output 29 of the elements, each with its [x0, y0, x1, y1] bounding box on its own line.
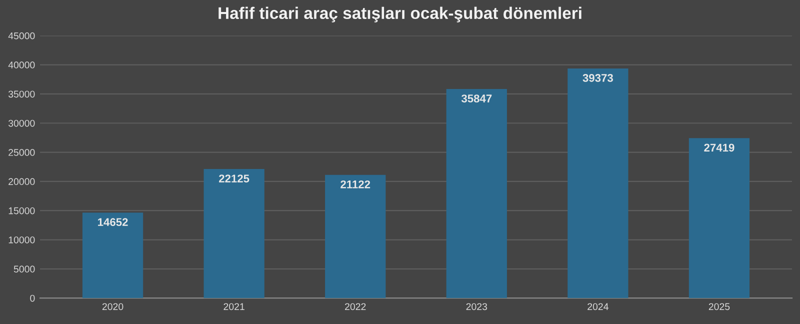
y-tick-label: 45000	[8, 32, 35, 40]
y-tick-label: 10000	[8, 236, 35, 244]
x-tick-label: 2023	[466, 303, 488, 310]
bar	[204, 169, 264, 298]
y-tick-label: 40000	[8, 62, 35, 68]
x-tick-label: 2021	[224, 303, 244, 310]
y-tick-label: 30000	[8, 120, 35, 127]
x-tick-label: 2020	[102, 303, 124, 310]
bar	[568, 68, 628, 298]
data-label: 21122	[340, 180, 370, 188]
data-label: 35847	[461, 94, 492, 102]
y-tick-label: 15000	[8, 207, 35, 214]
y-tick-label: 25000	[8, 149, 35, 156]
y-tick-label: 20000	[8, 178, 35, 186]
data-label: 27419	[704, 144, 734, 152]
data-label: 39373	[582, 74, 613, 82]
data-label: 22125	[219, 174, 250, 182]
x-tick-label: 2024	[588, 303, 608, 310]
x-tick-label: 2025	[708, 303, 730, 310]
x-tick-label: 2022	[345, 303, 366, 310]
y-tick-label: 35000	[8, 90, 35, 98]
chart-title: Hafif ticari araç satışları ocak-şubat dönemleri	[218, 6, 582, 22]
data-label: 14652	[98, 218, 128, 226]
y-tick-label: 5000	[14, 266, 35, 273]
bar	[446, 89, 507, 298]
bar	[82, 212, 144, 298]
y-tick-label: 0	[30, 294, 35, 302]
bar	[688, 138, 750, 298]
bar	[325, 174, 386, 298]
